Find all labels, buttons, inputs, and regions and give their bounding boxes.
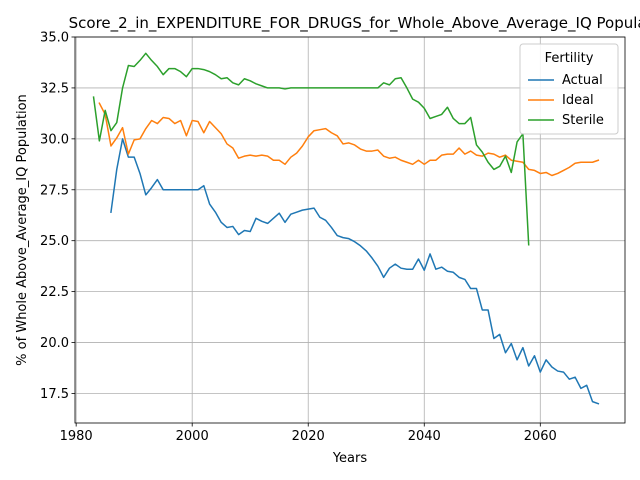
legend-entry-sterile: Sterile <box>528 113 604 128</box>
y-tick-label: 35.0 <box>40 31 69 46</box>
tick-layer: 1980 2000 2020 2040 2060 17.5 20.0 22.5 25.0 27.5… <box>40 31 557 445</box>
legend-box <box>519 43 619 135</box>
y-tick-label: 22.5 <box>40 285 69 300</box>
legend-label: Sterile <box>562 113 604 128</box>
legend-entry-ideal: Ideal <box>528 93 594 108</box>
series-line-sterile <box>92 52 530 246</box>
legend-entry-actual: Actual <box>528 73 603 88</box>
series-line-actual <box>110 138 600 405</box>
legend-entries: Actual Ideal Sterile <box>528 73 604 128</box>
series-sterile <box>92 52 530 246</box>
y-tick-label: 20.0 <box>40 336 69 351</box>
plot-frame <box>74 36 626 424</box>
x-tick-label: 2020 <box>292 429 325 444</box>
x-tick-label: 2060 <box>524 429 557 444</box>
x-tick-label: 2040 <box>408 429 441 444</box>
x-tick-label: 1980 <box>60 429 93 444</box>
y-axis-label: % of Whole Above_Average_IQ Population <box>15 94 30 366</box>
x-axis-label: Years <box>332 451 368 466</box>
y-tick-label: 30.0 <box>40 132 69 147</box>
series-actual <box>110 138 600 405</box>
y-tick-label: 17.5 <box>40 387 69 402</box>
series-ideal <box>98 102 600 177</box>
chart-title: Score_2_in_EXPENDITURE_FOR_DRUGS_for_Who… <box>69 14 640 33</box>
legend-label: Ideal <box>562 93 594 108</box>
y-tick-label: 32.5 <box>40 81 69 96</box>
x-tick-label: 2000 <box>176 429 209 444</box>
series-line-ideal <box>98 102 600 177</box>
legend-title: Fertility <box>545 51 594 66</box>
legend: Fertility Actual Ideal Sterile <box>519 43 619 135</box>
legend-label: Actual <box>562 73 603 88</box>
y-tick-label: 27.5 <box>40 183 69 198</box>
y-tick-label: 25.0 <box>40 234 69 249</box>
series-layer <box>92 52 600 405</box>
